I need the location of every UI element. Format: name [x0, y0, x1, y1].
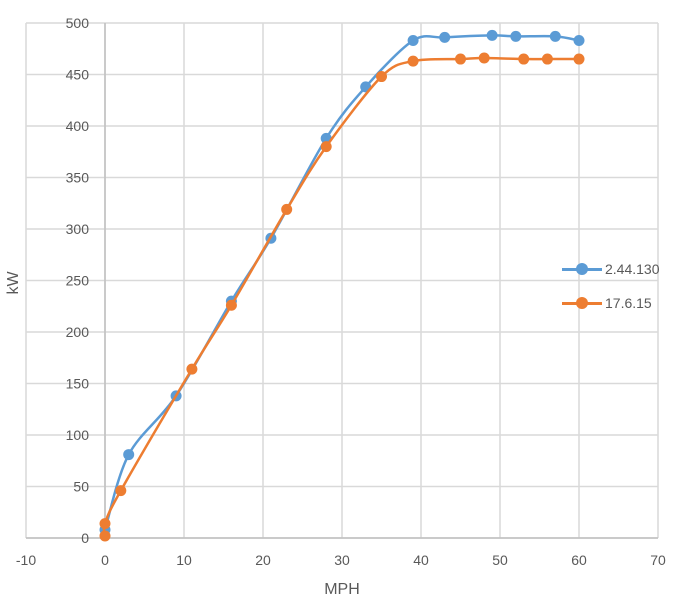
data-point-marker	[455, 53, 466, 65]
legend-label: 2.44.130	[605, 261, 660, 277]
data-point-marker	[478, 52, 490, 64]
x-tick-label: 30	[334, 552, 350, 568]
data-point-marker	[225, 299, 237, 311]
data-point-marker	[549, 30, 561, 42]
axes	[26, 23, 658, 539]
y-tick-label: 350	[66, 170, 90, 186]
legend-label: 17.6.15	[605, 295, 652, 311]
x-tick-label: 20	[255, 552, 271, 568]
legend: 2.44.130 17.6.15	[562, 252, 660, 320]
legend-item-series-2: 17.6.15	[562, 286, 660, 320]
y-tick-label: 150	[66, 376, 90, 392]
y-tick-label: 400	[66, 118, 90, 134]
x-tick-label: -10	[16, 552, 36, 568]
x-tick-label: 10	[176, 552, 192, 568]
data-point-marker	[99, 530, 111, 542]
data-point-marker	[510, 30, 522, 42]
x-tick-label: 0	[101, 552, 109, 568]
data-point-marker	[573, 53, 585, 65]
y-tick-label: 450	[66, 67, 90, 83]
y-tick-label: 100	[66, 427, 90, 443]
data-point-marker	[123, 449, 135, 461]
data-point-marker	[518, 53, 530, 65]
y-tick-label: 50	[73, 479, 89, 495]
data-point-marker	[407, 35, 419, 47]
y-axis-title: kW	[5, 271, 22, 295]
data-point-marker	[99, 518, 111, 530]
data-point-marker	[115, 485, 127, 497]
plot-series	[99, 29, 585, 542]
series-2	[99, 52, 585, 542]
legend-item-series-1: 2.44.130	[562, 252, 660, 286]
y-tick-label: 250	[66, 273, 90, 289]
data-point-marker	[407, 55, 419, 67]
x-axis-tick-labels: -10 0 10 20 30 40 50 60 70	[16, 552, 666, 568]
data-point-marker	[376, 71, 387, 83]
data-point-marker	[486, 29, 498, 41]
y-tick-label: 200	[66, 324, 90, 340]
legend-marker-icon	[562, 262, 602, 276]
y-tick-label: 500	[66, 15, 90, 31]
x-tick-label: 50	[492, 552, 508, 568]
y-tick-label: 0	[81, 530, 89, 546]
data-point-marker	[186, 363, 198, 375]
data-point-marker	[541, 53, 553, 65]
legend-marker-icon	[562, 296, 602, 310]
data-point-marker	[573, 35, 585, 47]
x-tick-label: 40	[413, 552, 429, 568]
data-point-marker	[320, 141, 332, 153]
data-point-marker	[439, 31, 451, 43]
x-tick-label: 70	[650, 552, 666, 568]
y-tick-label: 300	[66, 221, 90, 237]
x-tick-label: 60	[571, 552, 587, 568]
y-axis-tick-labels: 0 50 100 150 200 250 300 350 400 450 500	[66, 15, 90, 546]
x-axis-title: MPH	[324, 581, 360, 598]
data-point-marker	[281, 203, 293, 215]
